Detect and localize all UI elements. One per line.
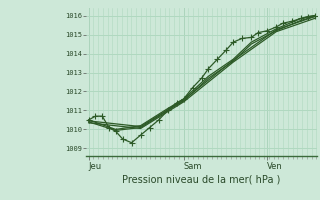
X-axis label: Pression niveau de la mer( hPa ): Pression niveau de la mer( hPa ) [123,175,281,185]
